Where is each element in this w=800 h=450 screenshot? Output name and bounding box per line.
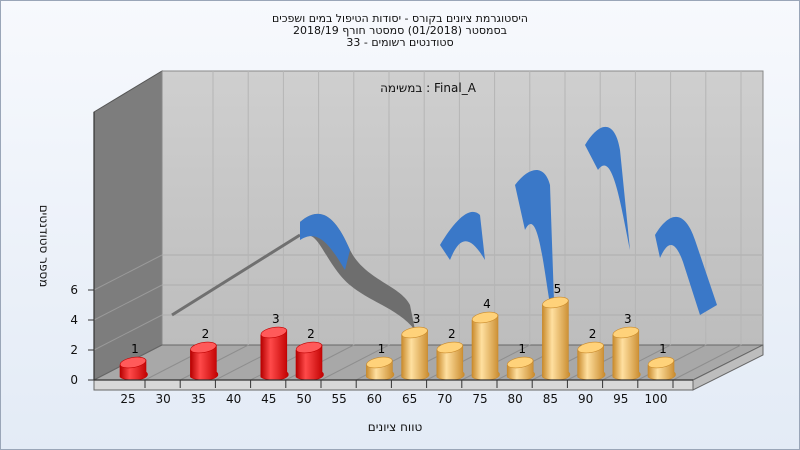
bar-top [436, 341, 463, 354]
series-label: במשימה : Final_A [380, 81, 477, 95]
trend-ribbon [171, 126, 717, 330]
x-tick-label: 100 [645, 392, 668, 406]
x-tick-label: 80 [508, 392, 523, 406]
histogram-bar [506, 356, 536, 381]
bar-value-label: 1 [518, 342, 526, 356]
bar-body [612, 329, 641, 381]
y-tick-label: 4 [70, 313, 78, 327]
bar-value-label: 4 [483, 297, 491, 311]
x-tick-label: 55 [332, 392, 347, 406]
histogram-bar [542, 296, 571, 381]
bar-body [190, 344, 219, 381]
x-tick-label: 30 [156, 392, 171, 406]
bar-value-label: 1 [131, 342, 139, 356]
chart-title-line-2: בסמסטר (01/2018) סמסטר חורף 2018/19 [293, 24, 507, 37]
histogram-bar [190, 341, 219, 381]
bar-value-label: 3 [624, 312, 632, 326]
bar-value-label: 3 [413, 312, 421, 326]
y-axis-title: מספר סטודנטים [37, 205, 51, 288]
bar-value-label: 5 [554, 282, 562, 296]
histogram-bar [436, 341, 465, 381]
floor-front-edge [93, 379, 694, 391]
bar-top [471, 311, 499, 324]
x-tick-label: 85 [543, 392, 558, 406]
bar-top [577, 341, 604, 354]
x-tick-label: 70 [437, 392, 452, 406]
bar-top [647, 356, 675, 369]
bar-value-label: 2 [307, 327, 315, 341]
bar-body [542, 299, 571, 381]
x-tick-label: 90 [578, 392, 593, 406]
bar-top [190, 341, 217, 354]
histogram-bar [647, 356, 676, 381]
bar-body [436, 344, 465, 381]
x-tick-label: 40 [226, 392, 241, 406]
x-tick-label: 65 [402, 392, 417, 406]
bar-body [295, 344, 324, 381]
gridline-side [93, 254, 163, 291]
histogram-bar [295, 341, 324, 381]
histogram-bar [366, 356, 395, 381]
gridline-floor [672, 344, 742, 381]
bar-top [507, 356, 534, 369]
bar-body [260, 329, 289, 381]
ribbon-blue-segment [515, 170, 555, 330]
x-tick-label: 60 [367, 392, 382, 406]
grid-lines [93, 71, 763, 381]
y-tick-label: 0 [70, 373, 78, 387]
ribbon-gray-tail [171, 233, 301, 317]
x-tick-label: 45 [261, 392, 276, 406]
x-tick-label: 75 [472, 392, 487, 406]
bar-value-label: 3 [272, 312, 280, 326]
bar-top [401, 326, 428, 339]
gridline-floor [320, 344, 390, 381]
bar-body [471, 314, 500, 381]
bar-value-label: 2 [202, 327, 210, 341]
x-tick-label: 35 [191, 392, 206, 406]
y-tick-label: 6 [70, 283, 78, 297]
gridline-side [93, 314, 163, 351]
chart-title-line-3: סטודנטים רשומים - 33 [346, 36, 454, 49]
ribbon-blue-segment [440, 211, 485, 260]
ribbon-blue-segment [585, 126, 630, 250]
bar-body [577, 344, 606, 381]
ribbon-blue-segment [300, 213, 350, 270]
x-tick-label: 95 [613, 392, 628, 406]
y-tick-label: 2 [70, 343, 78, 357]
bar-value-label: 2 [589, 327, 597, 341]
histogram-bar [260, 326, 289, 381]
bar-value-label: 2 [448, 327, 456, 341]
x-tick-label: 25 [120, 392, 135, 406]
side-wall [93, 70, 163, 381]
histogram-bar [401, 326, 430, 381]
chart-title-line-1: היסטוגרמת ציונים בקורס - יסודות הטיפול ב… [271, 12, 528, 25]
histogram-bar [119, 356, 148, 381]
bar-value-label: 1 [659, 342, 667, 356]
bar-body [401, 329, 430, 381]
bar-top [612, 326, 639, 339]
histogram-bar [612, 326, 641, 381]
histogram-bar [577, 341, 606, 381]
bar-top [119, 356, 147, 369]
floor-side-edge [692, 344, 764, 391]
x-axis-title: טווח ציונים [368, 420, 423, 434]
ribbon-blue-segment [655, 216, 717, 315]
bar-top [260, 326, 287, 339]
bar-layer: 1 2 3 2 1 3 2 4 1 5 2 3 1 [119, 282, 676, 381]
gridline-side [93, 284, 163, 321]
histogram-bar [471, 311, 500, 381]
bar-top [366, 356, 393, 369]
x-tick-label: 50 [296, 392, 311, 406]
bar-top [295, 341, 323, 354]
back-wall [161, 70, 764, 346]
bar-top [542, 296, 569, 309]
bar-value-label: 1 [378, 342, 386, 356]
